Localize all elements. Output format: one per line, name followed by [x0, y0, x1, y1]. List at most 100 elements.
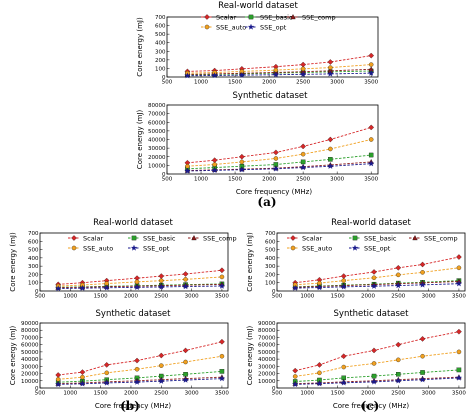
- x-tick-label: 500: [35, 294, 46, 300]
- series-sse-auto: [292, 265, 462, 288]
- panel-label-a: (a): [257, 195, 276, 209]
- legend-marker: [204, 24, 210, 30]
- data-point-scalar: [340, 353, 347, 360]
- x-tick-label: 2000: [124, 391, 138, 397]
- x-tick-label: 500: [162, 80, 173, 86]
- legend-entry-sse-basic: SSE_basic: [245, 13, 293, 21]
- x-tick-label: 2000: [262, 177, 276, 183]
- x-tick-label: 3500: [452, 391, 466, 397]
- data-point-sse-opt: [368, 69, 375, 76]
- x-tick-label: 3000: [185, 294, 199, 300]
- x-tick-label: 3000: [422, 391, 436, 397]
- y-tick-label: 400: [265, 256, 276, 262]
- legend-marker: [247, 23, 255, 30]
- data-point-sse-opt: [218, 282, 226, 289]
- y-tick-label: 70000: [258, 335, 276, 341]
- x-axis-label: Core frequency (MHz): [236, 188, 312, 196]
- data-point-sse-opt: [292, 381, 299, 388]
- legend-marker: [130, 244, 138, 251]
- x-tick-label: 1500: [331, 294, 345, 300]
- x-tick-label: 3500: [215, 391, 229, 397]
- y-tick-label: 50000: [258, 350, 276, 356]
- data-point-sse-auto: [396, 357, 401, 363]
- x-tick-label: 3500: [364, 177, 378, 183]
- series-sse-opt: [292, 374, 463, 388]
- series-scalar: [292, 254, 462, 286]
- x-tick-label: 500: [35, 391, 46, 397]
- data-point-sse-opt: [300, 164, 307, 171]
- y-axis-label: Core energy (mJ): [246, 232, 254, 292]
- series-scalar: [55, 338, 225, 378]
- data-point-scalar: [327, 59, 334, 65]
- x-tick-label: 1500: [331, 391, 345, 397]
- data-point-sse-opt: [395, 282, 402, 289]
- data-point-scalar: [395, 264, 402, 271]
- data-point-sse-opt: [158, 283, 165, 290]
- legend-marker: [248, 14, 254, 20]
- data-point-sse-opt: [419, 281, 426, 288]
- data-point-sse-opt: [218, 375, 226, 382]
- legend-marker: [191, 235, 197, 241]
- legend-label: SSE_comp: [302, 13, 336, 21]
- y-tick-label: 200: [155, 58, 166, 64]
- y-tick-label: 40000: [148, 138, 166, 144]
- legend-entry-scalar: Scalar: [287, 234, 322, 242]
- data-point-sse-opt: [55, 285, 62, 292]
- chart-a-real-world-dataset: 500 1000 1500 2000 2500 3000 3500 0 100 200 300 400…: [136, 1, 379, 86]
- x-tick-label: 2000: [361, 294, 375, 300]
- data-point-scalar: [219, 267, 225, 274]
- x-tick-label: 2500: [154, 294, 168, 300]
- legend-entry-sse-comp: SSE_comp: [188, 234, 237, 242]
- data-point-sse-opt: [419, 376, 426, 383]
- data-point-scalar: [327, 136, 334, 143]
- legend-entry-sse-auto: SSE_auto: [201, 23, 246, 31]
- x-tick-label: 1500: [94, 391, 108, 397]
- series-sse-opt: [55, 375, 226, 388]
- data-point-sse-auto: [368, 137, 374, 142]
- y-axis-label: Core energy (mJ): [136, 110, 144, 170]
- data-point-sse-opt: [340, 379, 347, 386]
- legend-label: SSE_opt: [260, 23, 287, 31]
- data-point-sse-opt: [238, 71, 245, 78]
- data-point-sse-basic: [456, 367, 462, 373]
- y-tick-label: 70000: [21, 335, 39, 341]
- y-tick-label: 40000: [258, 357, 276, 363]
- data-point-sse-opt: [133, 284, 141, 291]
- y-tick-label: 200: [265, 272, 276, 278]
- y-axis-label: Core energy (mJ): [9, 326, 17, 386]
- data-point-sse-opt: [300, 71, 307, 77]
- x-tick-label: 1000: [63, 391, 77, 397]
- data-point-sse-auto: [212, 162, 217, 167]
- y-tick-label: 600: [28, 239, 39, 245]
- legend-label: SSE_basic: [143, 234, 176, 242]
- x-axis-label: Core frequency (MHz): [333, 402, 409, 410]
- y-axis-label: Core energy (mJ): [9, 232, 17, 292]
- legend-label: SSE_comp: [203, 234, 237, 242]
- data-point-sse-basic: [328, 157, 333, 162]
- data-point-sse-auto: [317, 370, 322, 376]
- y-tick-label: 30000: [148, 146, 166, 152]
- y-tick-label: 700: [265, 231, 276, 237]
- data-point-scalar: [419, 336, 426, 342]
- data-point-sse-basic: [396, 372, 401, 377]
- legend-label: SSE_auto: [302, 244, 332, 252]
- y-tick-label: 20000: [258, 372, 276, 378]
- legend-label: Scalar: [83, 234, 103, 242]
- panel-label-b: (b): [120, 399, 140, 413]
- data-point-sse-opt: [316, 284, 323, 291]
- data-point-sse-auto: [219, 274, 225, 280]
- y-tick-label: 60000: [258, 343, 276, 349]
- legend-entry-sse-opt: SSE_opt: [245, 23, 287, 31]
- data-point-sse-auto: [371, 275, 377, 280]
- y-tick-label: 500: [265, 248, 276, 254]
- data-point-scalar: [300, 143, 306, 150]
- y-tick-label: 200: [28, 272, 39, 278]
- legend-label: Scalar: [302, 234, 322, 242]
- y-tick-label: 700: [28, 231, 39, 237]
- data-point-scalar: [340, 273, 347, 279]
- data-point-sse-opt: [184, 167, 191, 174]
- data-point-sse-opt: [455, 374, 463, 381]
- y-tick-label: 500: [28, 248, 39, 254]
- data-point-sse-auto: [456, 265, 462, 271]
